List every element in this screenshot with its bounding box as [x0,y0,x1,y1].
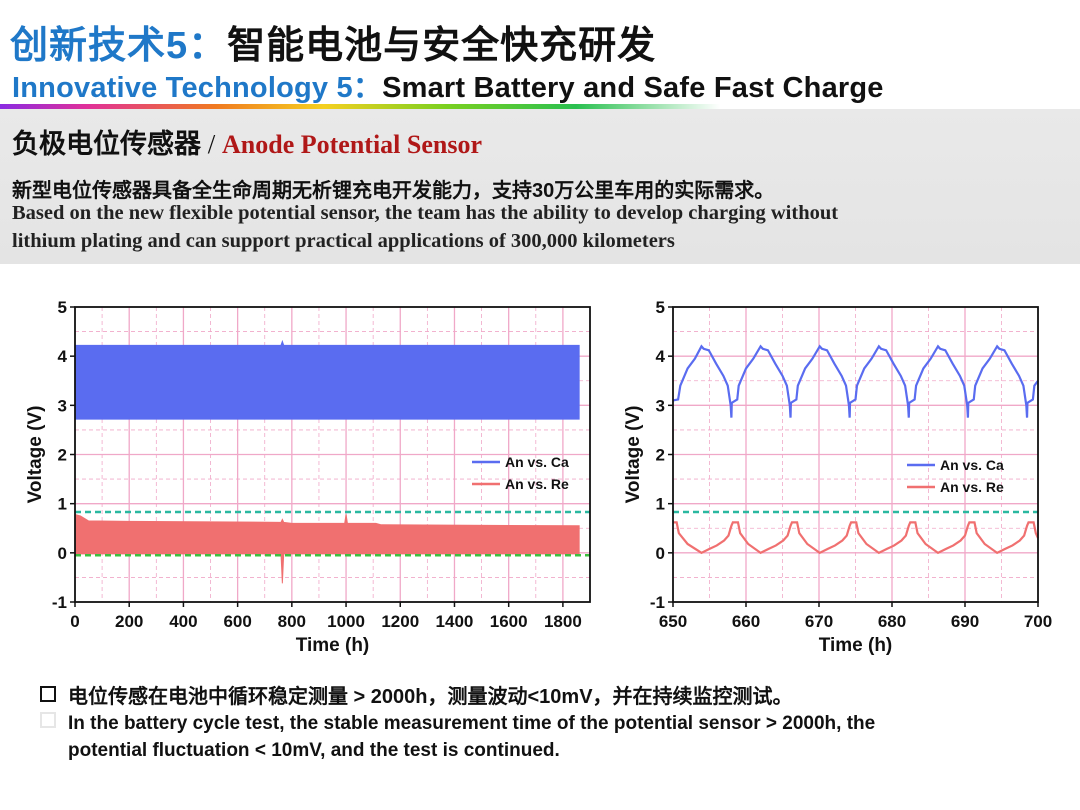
y-tick-label: 0 [58,544,67,563]
x-tick-label: 1000 [327,612,365,631]
y-tick-label: 1 [58,495,67,514]
series-band-an-vs-re [74,513,580,584]
description-cn: 新型电位传感器具备全生命周期无析锂充电开发能力，支持30万公里车用的实际需求。 [12,180,775,202]
legend-label: An vs. Ca [940,457,1004,473]
description-en-line1: Based on the new flexible potential sens… [12,202,839,224]
page-title-en: Innovative Technology 5：Smart Battery an… [12,64,884,106]
bullet-cn-text: 电位传感在电池中循环稳定测量 > 2000h，测量波动<10mV，并在持续监控测… [68,686,793,708]
legend-label: An vs. Ca [505,454,569,470]
x-tick-label: 690 [951,612,979,631]
x-tick-label: 200 [115,612,143,631]
y-tick-label: 3 [58,396,67,415]
x-tick-label: 600 [223,612,251,631]
x-tick-label: 1600 [490,612,528,631]
x-axis-label: Time (h) [819,635,893,656]
y-tick-label: 2 [58,446,67,465]
x-tick-label: 1800 [544,612,582,631]
checkbox-square-icon [40,712,56,728]
x-tick-label: 800 [278,612,306,631]
section-subtitle: 负极电位传感器 / Anode Potential Sensor [12,122,482,161]
x-tick-label: 670 [805,612,833,631]
series-line-an-vs-re [673,521,1040,555]
x-axis-label: Time (h) [296,635,370,656]
legend-label: An vs. Re [505,476,569,492]
x-tick-label: 1200 [381,612,419,631]
x-tick-label: 400 [169,612,197,631]
y-tick-label: 5 [58,298,67,317]
x-tick-label: 700 [1024,612,1052,631]
x-tick-label: 0 [70,612,79,631]
subtitle-en: Anode Potential Sensor [222,130,483,159]
page-title-cn: 创新技术5：智能电池与安全快充研发 [10,14,656,69]
rainbow-divider [0,104,720,109]
y-tick-label: 2 [656,446,665,465]
x-tick-label: 1400 [436,612,474,631]
bullet-en-line1: In the battery cycle test, the stable me… [68,713,876,734]
y-tick-label: 1 [656,495,665,514]
bullet-en-line2: potential fluctuation < 10mV, and the te… [68,740,560,761]
y-tick-label: -1 [650,593,665,612]
title-en-main: Smart Battery and Safe Fast Charge [382,72,884,104]
y-axis-label: Voltage (V) [25,406,46,504]
x-tick-label: 680 [878,612,906,631]
title-cn-main: 智能电池与安全快充研发 [227,25,657,67]
checkbox-square-icon [40,686,56,702]
y-tick-label: 0 [656,544,665,563]
series-band-an-vs-ca [74,339,580,420]
title-cn-prefix: 创新技术5： [10,25,228,67]
bullet-en: In the battery cycle test, the stable me… [40,712,875,735]
y-tick-label: 4 [656,347,666,366]
title-en-prefix: Innovative Technology 5： [12,72,383,104]
y-tick-label: 4 [58,347,68,366]
legend-label: An vs. Re [940,479,1004,495]
y-axis-label: Voltage (V) [623,406,644,504]
zoomed-voltage-chart: -1 0 1 2 3 4 5 650 660 670 680 690 700 Time (h) Voltag… [623,298,1052,656]
description-en-line2: lithium plating and can support practica… [12,230,675,252]
subtitle-separator: / [201,129,223,159]
subtitle-cn: 负极电位传感器 [12,129,201,159]
bullet-cn: 电位传感在电池中循环稳定测量 > 2000h，测量波动<10mV，并在持续监控测… [40,680,793,709]
x-tick-label: 660 [732,612,760,631]
description-panel [0,109,1080,264]
y-tick-label: 3 [656,396,665,415]
x-tick-label: 650 [659,612,687,631]
y-tick-label: 5 [656,298,665,317]
y-tick-label: -1 [52,593,67,612]
series-line-an-vs-ca [672,344,1039,418]
